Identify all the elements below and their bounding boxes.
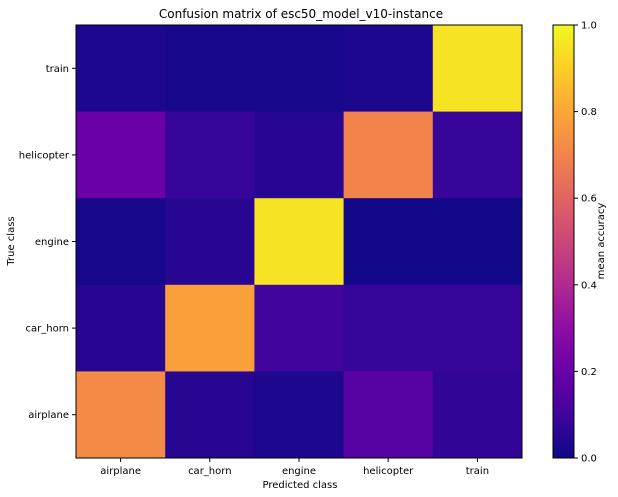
- heatmap-cell-engine-helicopter: [343, 198, 434, 286]
- y-tick-label: helicopter: [19, 150, 70, 161]
- colorbar-ticks: 0.0 0.2 0.4 0.6 0.8 1.0: [574, 21, 597, 465]
- y-axis-label: True class: [6, 216, 17, 266]
- heatmap-cell-airplane-engine: [254, 371, 345, 459]
- colorbar-tick-label: 0.0: [581, 454, 597, 465]
- heatmap-cell-car_horn-train: [432, 284, 523, 372]
- x-axis-ticks: airplane car_horn engine helicopter train: [100, 458, 489, 477]
- heatmap-cell-airplane-helicopter: [343, 371, 434, 459]
- heatmap-cell-engine-car_horn: [165, 198, 255, 286]
- chart-title: Confusion matrix of esc50_model_v10-inst…: [159, 7, 443, 21]
- colorbar: [552, 24, 575, 459]
- heatmap-cells: [76, 25, 523, 459]
- x-tick-label: car_horn: [188, 466, 231, 477]
- colorbar-tick-label: 0.4: [581, 280, 597, 291]
- y-tick-label: airplane: [28, 410, 69, 421]
- colorbar-label: mean accuracy: [596, 203, 607, 280]
- y-tick-label: train: [46, 64, 69, 75]
- heatmap-cell-airplane-car_horn: [165, 371, 255, 459]
- heatmap-cell-engine-engine: [254, 198, 345, 286]
- heatmap-cell-helicopter-helicopter: [343, 111, 434, 199]
- x-axis-label: Predicted class: [263, 480, 338, 491]
- heatmap-cell-car_horn-airplane: [76, 284, 166, 372]
- heatmap-cell-train-car_horn: [165, 25, 255, 113]
- x-tick-label: airplane: [100, 466, 141, 477]
- x-tick-label: engine: [282, 466, 316, 477]
- heatmap-cell-engine-train: [432, 198, 523, 286]
- heatmap-cell-car_horn-car_horn: [165, 284, 255, 372]
- heatmap-cell-engine-airplane: [76, 198, 166, 286]
- heatmap-cell-helicopter-engine: [254, 111, 345, 199]
- heatmap-cell-train-engine: [254, 25, 345, 113]
- colorbar-tick-label: 0.6: [581, 194, 597, 205]
- colorbar-tick-label: 1.0: [581, 21, 597, 32]
- x-tick-label: helicopter: [363, 466, 414, 477]
- y-axis-ticks: train helicopter engine car_horn airplane: [19, 64, 76, 421]
- y-tick-label: car_horn: [26, 324, 69, 335]
- colorbar-tick-label: 0.2: [581, 367, 597, 378]
- heatmap-cell-car_horn-helicopter: [343, 284, 434, 372]
- heatmap-cell-train-airplane: [76, 25, 166, 113]
- y-tick-label: engine: [35, 237, 69, 248]
- heatmap-cell-helicopter-car_horn: [165, 111, 255, 199]
- heatmap-cell-helicopter-train: [432, 111, 523, 199]
- colorbar-tick-label: 0.8: [581, 107, 597, 118]
- heatmap-cell-car_horn-engine: [254, 284, 345, 372]
- heatmap-cell-train-train: [432, 25, 523, 113]
- heatmap-cell-helicopter-airplane: [76, 111, 166, 199]
- x-tick-label: train: [466, 466, 489, 477]
- heatmap-cell-train-helicopter: [343, 25, 434, 113]
- heatmap-cell-airplane-airplane: [76, 371, 166, 459]
- heatmap-cell-airplane-train: [432, 371, 523, 459]
